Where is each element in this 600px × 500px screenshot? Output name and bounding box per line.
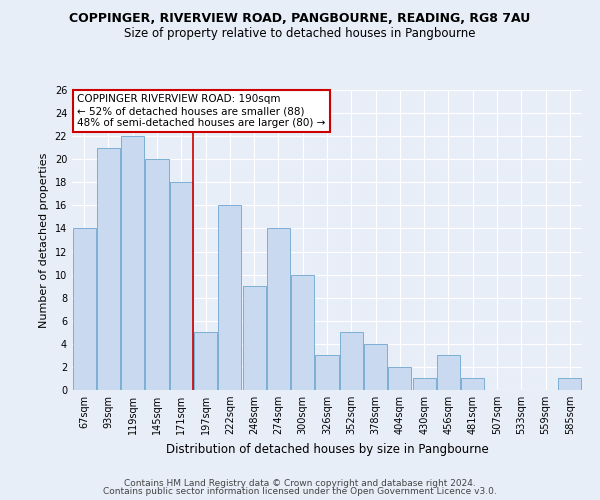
Bar xyxy=(170,182,193,390)
Bar xyxy=(145,159,169,390)
Bar xyxy=(388,367,412,390)
Bar xyxy=(121,136,144,390)
Bar xyxy=(340,332,363,390)
Y-axis label: Number of detached properties: Number of detached properties xyxy=(39,152,49,328)
Bar xyxy=(242,286,266,390)
Bar xyxy=(461,378,484,390)
Bar xyxy=(291,274,314,390)
Bar xyxy=(559,378,581,390)
Bar xyxy=(413,378,436,390)
Bar xyxy=(316,356,338,390)
X-axis label: Distribution of detached houses by size in Pangbourne: Distribution of detached houses by size … xyxy=(166,442,488,456)
Bar xyxy=(364,344,387,390)
Bar xyxy=(218,206,241,390)
Bar xyxy=(194,332,217,390)
Text: COPPINGER RIVERVIEW ROAD: 190sqm
← 52% of detached houses are smaller (88)
48% o: COPPINGER RIVERVIEW ROAD: 190sqm ← 52% o… xyxy=(77,94,325,128)
Text: Contains public sector information licensed under the Open Government Licence v3: Contains public sector information licen… xyxy=(103,487,497,496)
Bar xyxy=(73,228,95,390)
Bar xyxy=(97,148,120,390)
Bar xyxy=(267,228,290,390)
Bar xyxy=(437,356,460,390)
Text: Contains HM Land Registry data © Crown copyright and database right 2024.: Contains HM Land Registry data © Crown c… xyxy=(124,478,476,488)
Text: Size of property relative to detached houses in Pangbourne: Size of property relative to detached ho… xyxy=(124,28,476,40)
Text: COPPINGER, RIVERVIEW ROAD, PANGBOURNE, READING, RG8 7AU: COPPINGER, RIVERVIEW ROAD, PANGBOURNE, R… xyxy=(70,12,530,26)
